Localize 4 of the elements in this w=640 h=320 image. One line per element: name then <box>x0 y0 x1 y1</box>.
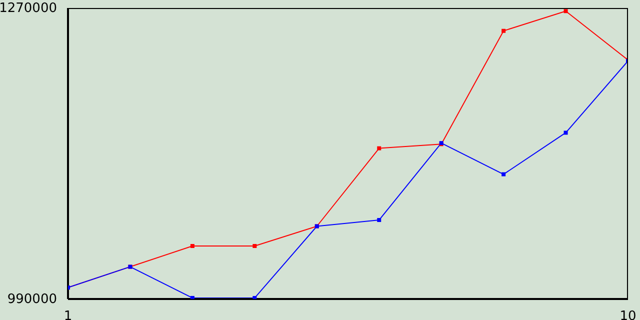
y-tick-label: 990000 <box>7 292 57 307</box>
x-tick-label: 1 <box>64 309 72 320</box>
x-tick-label: 10 <box>620 309 636 320</box>
y-tick-label: 1270000 <box>0 1 57 16</box>
